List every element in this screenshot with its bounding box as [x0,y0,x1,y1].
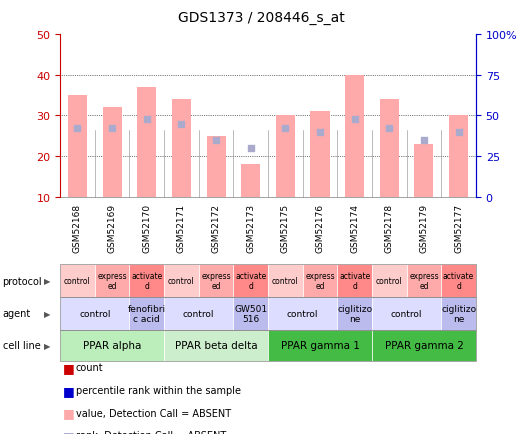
Bar [137,88,156,197]
Text: express
ed: express ed [305,271,335,291]
Text: value, Detection Call = ABSENT: value, Detection Call = ABSENT [76,408,231,418]
Text: ciglitizo
ne: ciglitizo ne [337,304,372,323]
Bar [172,100,191,197]
Point [316,129,324,136]
Text: fenofibri
c acid: fenofibri c acid [128,304,166,323]
Text: ▶: ▶ [44,309,50,318]
Text: activate
d: activate d [443,271,474,291]
Text: express
ed: express ed [409,271,439,291]
Text: ■: ■ [63,429,74,434]
Bar [414,145,434,197]
Text: express
ed: express ed [97,271,127,291]
Bar [207,136,225,197]
Text: activate
d: activate d [339,271,370,291]
Bar [345,76,364,197]
Text: GDS1373 / 208446_s_at: GDS1373 / 208446_s_at [178,11,345,25]
Point [108,125,116,132]
Text: GW501
516: GW501 516 [234,304,267,323]
Point [143,117,151,124]
Text: ■: ■ [63,406,74,419]
Text: ▶: ▶ [44,341,50,350]
Point [212,137,220,144]
Text: activate
d: activate d [131,271,163,291]
Text: agent: agent [3,309,31,319]
Bar [68,96,87,197]
Point [454,129,463,136]
Text: protocol: protocol [3,276,42,286]
Text: rank, Detection Call = ABSENT: rank, Detection Call = ABSENT [76,431,226,434]
Point [177,121,186,128]
Text: control: control [376,276,403,286]
Text: control: control [272,276,299,286]
Point [246,145,255,152]
Text: PPAR gamma 2: PPAR gamma 2 [384,341,463,350]
Text: activate
d: activate d [235,271,266,291]
Text: PPAR gamma 1: PPAR gamma 1 [280,341,359,350]
Text: PPAR alpha: PPAR alpha [83,341,141,350]
Text: PPAR beta delta: PPAR beta delta [175,341,257,350]
Text: ■: ■ [63,361,74,374]
Bar [311,112,329,197]
Point [350,117,359,124]
Bar [380,100,399,197]
Bar [276,116,295,197]
Point [385,125,393,132]
Bar [103,108,122,197]
Text: ■: ■ [63,384,74,397]
Text: count: count [76,363,104,372]
Point [281,125,290,132]
Point [73,125,82,132]
Point [420,137,428,144]
Text: control: control [391,309,423,318]
Text: control: control [168,276,195,286]
Text: control: control [183,309,214,318]
Text: control: control [79,309,110,318]
Bar [241,165,260,197]
Text: cell line: cell line [3,341,40,350]
Bar [449,116,468,197]
Text: express
ed: express ed [201,271,231,291]
Text: percentile rank within the sample: percentile rank within the sample [76,385,241,395]
Text: control: control [64,276,91,286]
Text: ▶: ▶ [44,276,50,286]
Text: ciglitizo
ne: ciglitizo ne [441,304,476,323]
Text: control: control [287,309,319,318]
